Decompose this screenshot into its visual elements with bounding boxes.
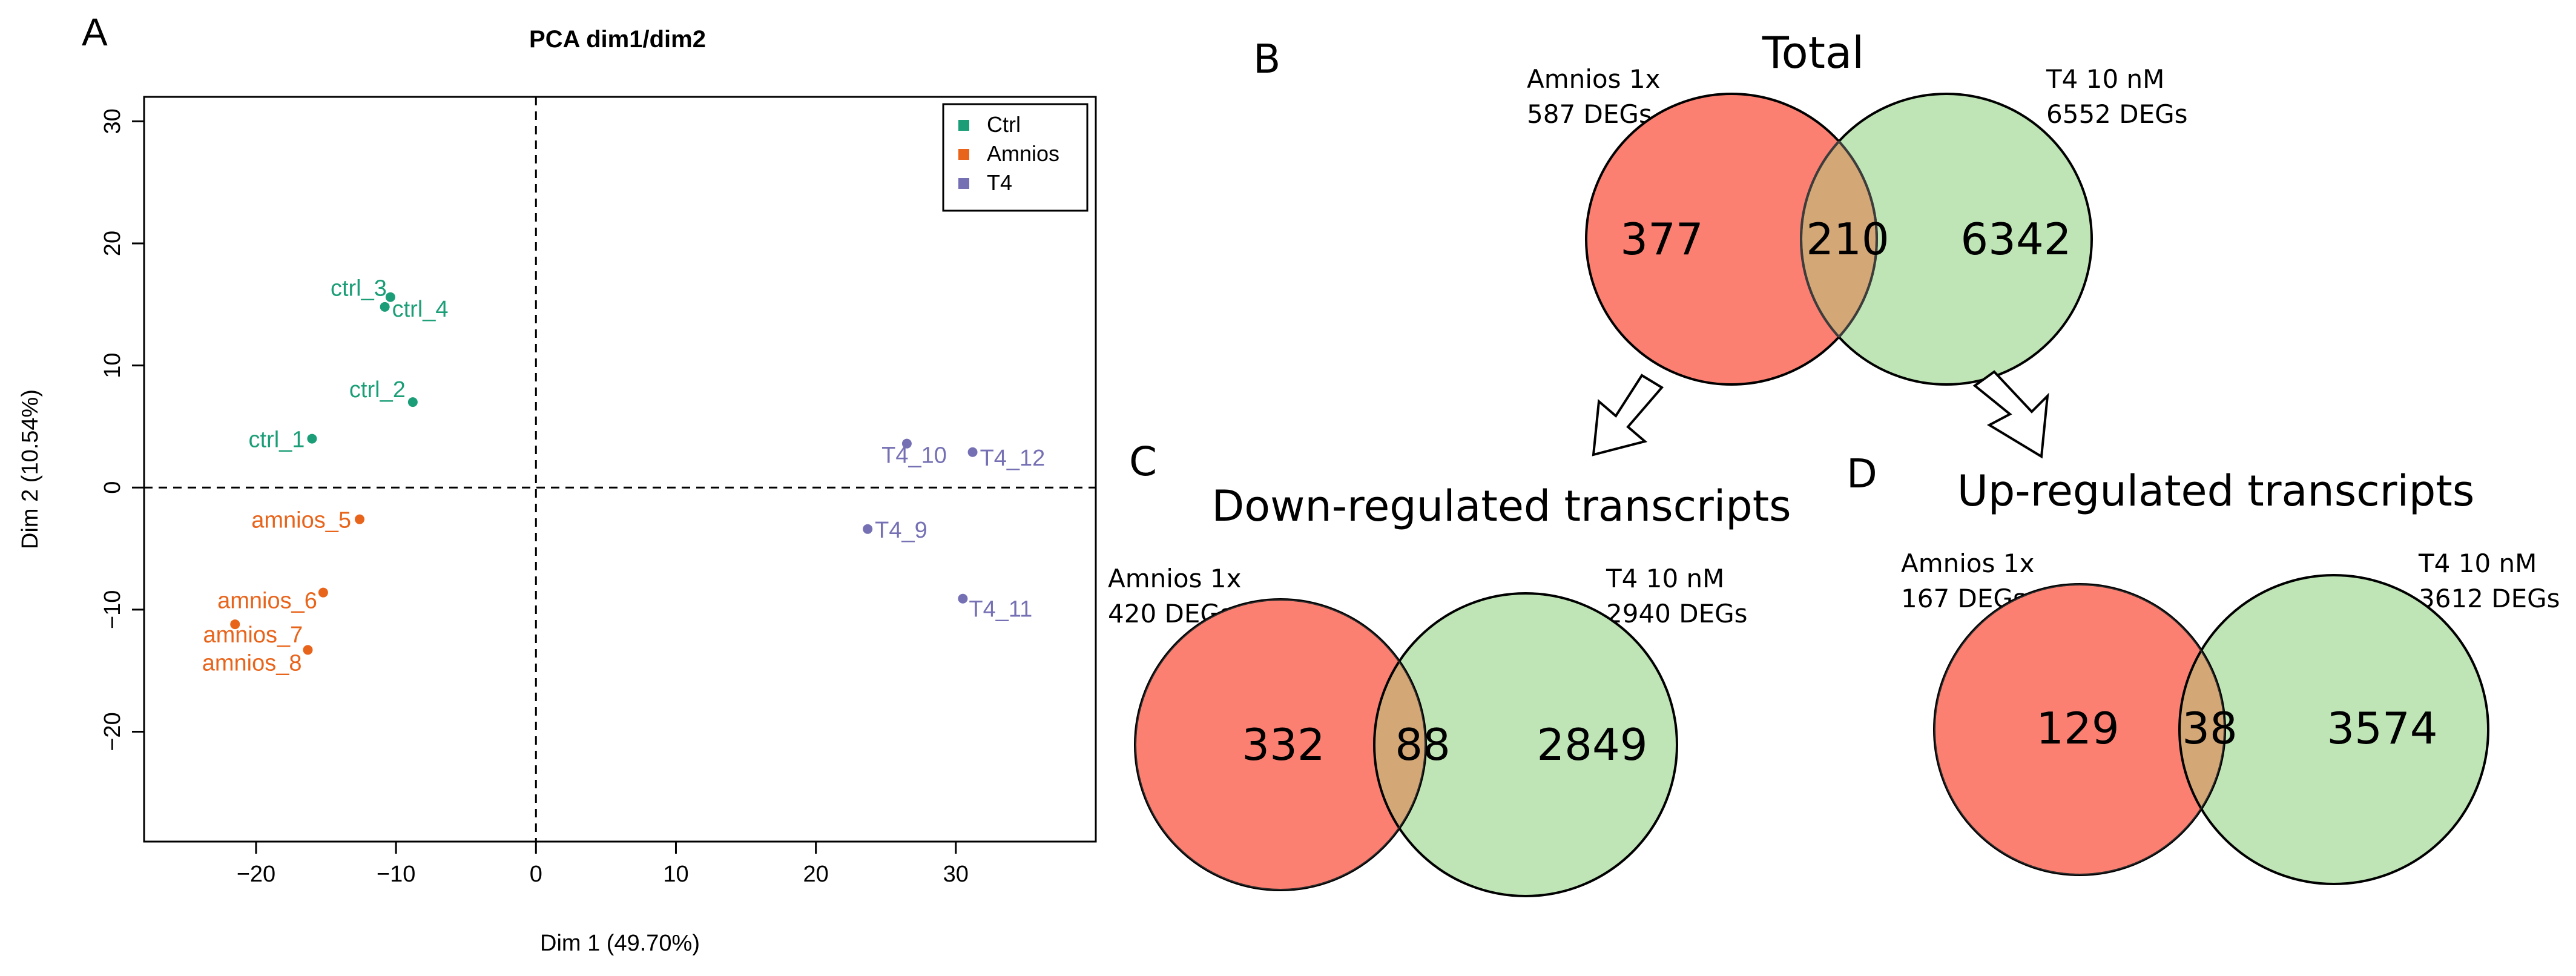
venn-total-t4-circle xyxy=(1801,94,2092,384)
x-tick-label: 0 xyxy=(530,862,542,887)
point-label-T4_9: T4_9 xyxy=(875,518,927,543)
x-axis-label: Dim 1 (49.70%) xyxy=(540,931,700,956)
point-label-ctrl_3: ctrl_3 xyxy=(331,276,387,302)
down-arrow-icon xyxy=(1592,374,1664,457)
venn-total-right-name: T4 10 nM xyxy=(2046,64,2164,94)
venn-down-left-value: 332 xyxy=(1242,719,1325,770)
point-label-amnios_7: amnios_7 xyxy=(203,622,303,648)
point-ctrl_1 xyxy=(307,434,317,444)
y-tick-label: 30 xyxy=(100,108,125,134)
point-ctrl_3 xyxy=(385,292,395,302)
venn-down-left-name: Amnios 1x xyxy=(1108,564,1241,593)
point-label-ctrl_2: ctrl_2 xyxy=(349,377,406,403)
panel-label-d: D xyxy=(1846,450,1877,497)
venn-total-overlap-edge-a xyxy=(1838,140,1878,338)
panel-label-b: B xyxy=(1253,36,1280,82)
x-tick-label: 20 xyxy=(803,862,829,887)
panel-label-c: C xyxy=(1129,438,1157,485)
venn-total-title: Total xyxy=(1762,27,1864,78)
y-tick-label: 20 xyxy=(100,231,125,256)
venn-up-t4-outline xyxy=(2178,574,2489,885)
venn-total-left-value: 377 xyxy=(1620,214,1703,265)
x-tick-label: −10 xyxy=(377,862,415,887)
venn-up-amnios-circle xyxy=(1934,584,2225,875)
legend-swatch-ctrl xyxy=(958,120,969,131)
panel-label-a: A xyxy=(82,10,108,54)
venn-up-left-value: 129 xyxy=(2036,703,2119,754)
point-T4_9 xyxy=(863,524,873,534)
x-tick-label: 30 xyxy=(943,862,969,887)
venn-down-panel: C Down-regulated transcripts Amnios 1x 4… xyxy=(1108,438,1791,897)
point-T4_10 xyxy=(901,438,912,449)
point-label-amnios_8: amnios_8 xyxy=(202,650,302,676)
y-tick-label: 0 xyxy=(100,481,125,494)
venn-down-right-value: 2849 xyxy=(1537,719,1647,770)
point-T4_11 xyxy=(958,593,968,604)
venn-up-left-count-right: 3612 DEGs xyxy=(2419,584,2560,613)
legend-swatch-t4 xyxy=(958,178,969,189)
legend-label-amnios: Amnios xyxy=(987,141,1059,166)
point-label-T4_12: T4_12 xyxy=(980,446,1046,471)
venn-down-right-name: T4 10 nM xyxy=(1606,564,1724,593)
point-amnios_8 xyxy=(303,645,313,655)
venn-down-overlap-value: 88 xyxy=(1395,719,1451,770)
venn-total-right-count: 6552 DEGs xyxy=(2046,99,2188,129)
venn-total-overlap-value: 210 xyxy=(1806,214,1889,265)
legend: Ctrl Amnios T4 xyxy=(942,103,1089,212)
venn-down-title: Down-regulated transcripts xyxy=(1211,481,1791,531)
venn-up-t4-circle xyxy=(2179,575,2488,884)
legend-swatch-amnios xyxy=(958,149,969,160)
point-label-T4_10: T4_10 xyxy=(881,443,947,469)
venn-down-t4-outline xyxy=(1373,592,1678,897)
venn-up-right-value: 3574 xyxy=(2327,703,2437,754)
point-label-ctrl_1: ctrl_1 xyxy=(248,427,305,453)
venn-down-right-count: 2940 DEGs xyxy=(1606,599,1748,628)
venn-total-left-name: Amnios 1x xyxy=(1527,64,1660,94)
point-ctrl_4 xyxy=(380,302,390,312)
y-axis: −20 −10 0 10 20 30 xyxy=(100,108,144,751)
y-tick-label: −20 xyxy=(100,712,125,751)
x-axis: −20 −10 0 10 20 30 xyxy=(237,842,969,887)
venn-down-t4-circle xyxy=(1374,593,1677,896)
x-tick-label: 10 xyxy=(663,862,688,887)
point-label-T4_11: T4_11 xyxy=(969,597,1032,622)
pca-title: PCA dim1/dim2 xyxy=(529,26,706,53)
venn-up-panel: D Up-regulated transcripts Amnios 1x 167… xyxy=(1846,450,2560,885)
pca-panel: A PCA dim1/dim2 −20 −10 0 10 20 30 −20 −10 0 10 2… xyxy=(18,10,1097,956)
venn-down-amnios-circle xyxy=(1135,599,1426,890)
venn-total-left-count: 587 DEGs xyxy=(1527,99,1652,129)
point-ctrl_2 xyxy=(407,397,418,407)
legend-label-t4: T4 xyxy=(987,170,1012,195)
legend-label-ctrl: Ctrl xyxy=(987,112,1021,137)
venn-total-overlap-edge-b xyxy=(1800,140,1840,338)
point-label-ctrl_4: ctrl_4 xyxy=(392,297,449,322)
point-label-amnios_5: amnios_5 xyxy=(251,508,351,533)
y-tick-label: −10 xyxy=(100,590,125,629)
venn-total-panel: B Total Amnios 1x 587 DEGs T4 10 nM 6552… xyxy=(1253,27,2188,459)
y-tick-label: 10 xyxy=(100,352,125,378)
x-tick-label: −20 xyxy=(237,862,275,887)
venn-up-title: Up-regulated transcripts xyxy=(1957,466,2475,516)
point-amnios_6 xyxy=(318,587,328,598)
plot-frame xyxy=(143,96,1097,843)
venn-total-right-value: 6342 xyxy=(1960,214,2071,265)
point-amnios_7 xyxy=(230,619,240,630)
venn-total-amnios-circle xyxy=(1586,94,1877,384)
venn-up-left-name: Amnios 1x xyxy=(1901,549,2034,578)
point-T4_12 xyxy=(967,447,978,457)
up-arrow-icon xyxy=(1972,370,2049,459)
y-axis-label: Dim 2 (10.54%) xyxy=(18,389,43,549)
point-amnios_5 xyxy=(355,514,365,524)
point-label-amnios_6: amnios_6 xyxy=(217,589,317,614)
venn-up-overlap-value: 38 xyxy=(2182,703,2238,754)
venn-up-right-name: T4 10 nM xyxy=(2418,549,2537,578)
